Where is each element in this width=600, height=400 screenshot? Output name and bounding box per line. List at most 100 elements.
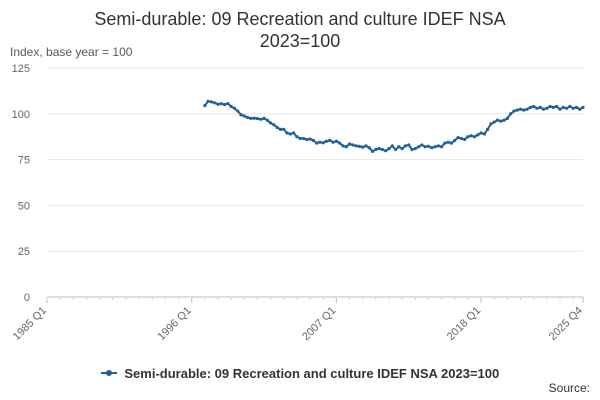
data-point[interactable] — [446, 140, 450, 144]
data-point[interactable] — [482, 132, 486, 136]
data-point[interactable] — [361, 145, 365, 149]
data-point[interactable] — [430, 146, 434, 150]
data-point[interactable] — [502, 118, 506, 122]
data-point[interactable] — [347, 142, 352, 146]
data-point[interactable] — [341, 144, 345, 148]
data-point[interactable] — [298, 136, 302, 141]
data-point[interactable] — [272, 123, 276, 127]
data-point[interactable] — [282, 127, 286, 131]
data-point[interactable] — [301, 136, 306, 141]
data-point[interactable] — [518, 107, 523, 111]
data-point[interactable] — [370, 149, 375, 153]
data-point[interactable] — [512, 109, 516, 113]
data-point[interactable] — [229, 104, 233, 109]
data-point[interactable] — [324, 139, 329, 143]
data-point[interactable] — [495, 118, 500, 122]
data-point[interactable] — [285, 131, 289, 135]
data-point[interactable] — [278, 127, 283, 131]
data-point[interactable] — [213, 101, 217, 105]
data-point[interactable] — [315, 141, 319, 145]
data-point[interactable] — [472, 135, 477, 139]
data-point[interactable] — [578, 107, 582, 111]
data-point[interactable] — [219, 102, 223, 106]
data-point[interactable] — [239, 113, 243, 117]
data-point[interactable] — [522, 108, 526, 112]
data-point[interactable] — [292, 131, 296, 135]
data-point[interactable] — [532, 104, 536, 109]
data-point[interactable] — [449, 141, 454, 145]
data-point[interactable] — [203, 103, 207, 108]
data-point[interactable] — [538, 105, 542, 109]
data-point[interactable] — [568, 104, 572, 109]
data-point[interactable] — [456, 136, 460, 140]
data-point[interactable] — [328, 138, 332, 142]
data-point[interactable] — [433, 145, 437, 149]
data-point[interactable] — [564, 106, 569, 110]
data-point[interactable] — [436, 144, 440, 148]
data-point[interactable] — [551, 105, 556, 109]
data-point[interactable] — [222, 103, 227, 107]
data-point[interactable] — [403, 144, 408, 148]
data-point[interactable] — [555, 104, 559, 109]
data-point[interactable] — [252, 116, 256, 120]
data-point[interactable] — [443, 141, 447, 145]
data-point[interactable] — [420, 143, 424, 147]
data-point[interactable] — [305, 137, 309, 142]
data-point[interactable] — [479, 131, 483, 135]
data-point[interactable] — [410, 147, 414, 152]
data-point[interactable] — [380, 147, 385, 152]
data-point[interactable] — [466, 135, 470, 139]
data-point[interactable] — [541, 107, 546, 111]
data-point[interactable] — [249, 116, 253, 120]
data-point[interactable] — [357, 144, 361, 149]
data-point[interactable] — [393, 147, 398, 152]
data-point[interactable] — [486, 127, 490, 131]
data-point[interactable] — [407, 143, 411, 147]
data-point[interactable] — [558, 107, 562, 111]
data-point[interactable] — [265, 118, 269, 122]
data-point[interactable] — [262, 116, 266, 120]
data-point[interactable] — [242, 114, 246, 118]
legend[interactable]: Semi-durable: 09 Recreation and culture … — [0, 366, 600, 381]
data-point[interactable] — [397, 145, 401, 149]
data-point[interactable] — [390, 144, 394, 148]
data-point[interactable] — [311, 138, 315, 142]
data-point[interactable] — [295, 135, 299, 139]
data-point[interactable] — [232, 106, 237, 110]
data-point[interactable] — [400, 147, 404, 151]
data-point[interactable] — [216, 102, 220, 106]
data-point[interactable] — [476, 133, 480, 137]
data-point[interactable] — [354, 144, 358, 148]
data-point[interactable] — [571, 106, 575, 110]
data-point[interactable] — [374, 147, 378, 152]
data-point[interactable] — [308, 137, 312, 141]
data-point[interactable] — [574, 105, 579, 109]
data-point[interactable] — [440, 145, 444, 149]
data-point[interactable] — [269, 121, 273, 125]
data-point[interactable] — [499, 119, 503, 123]
data-point[interactable] — [509, 112, 513, 116]
data-point[interactable] — [423, 145, 427, 149]
data-point[interactable] — [351, 143, 355, 147]
data-point[interactable] — [528, 105, 532, 109]
data-point[interactable] — [367, 146, 371, 150]
data-point[interactable] — [492, 120, 496, 124]
data-point[interactable] — [463, 137, 467, 142]
data-point[interactable] — [288, 132, 292, 136]
data-point[interactable] — [321, 141, 325, 145]
data-point[interactable] — [338, 141, 342, 145]
data-point[interactable] — [334, 139, 338, 143]
data-point[interactable] — [416, 145, 421, 149]
data-point[interactable] — [331, 140, 335, 144]
data-point[interactable] — [545, 106, 549, 110]
data-point[interactable] — [581, 105, 585, 109]
data-point[interactable] — [387, 147, 391, 151]
data-point[interactable] — [426, 144, 431, 148]
data-point[interactable] — [384, 149, 388, 153]
data-point[interactable] — [413, 147, 417, 151]
data-point[interactable] — [206, 99, 210, 103]
data-point[interactable] — [515, 108, 519, 112]
data-point[interactable] — [489, 122, 493, 126]
data-point[interactable] — [535, 106, 539, 110]
data-point[interactable] — [209, 100, 214, 104]
